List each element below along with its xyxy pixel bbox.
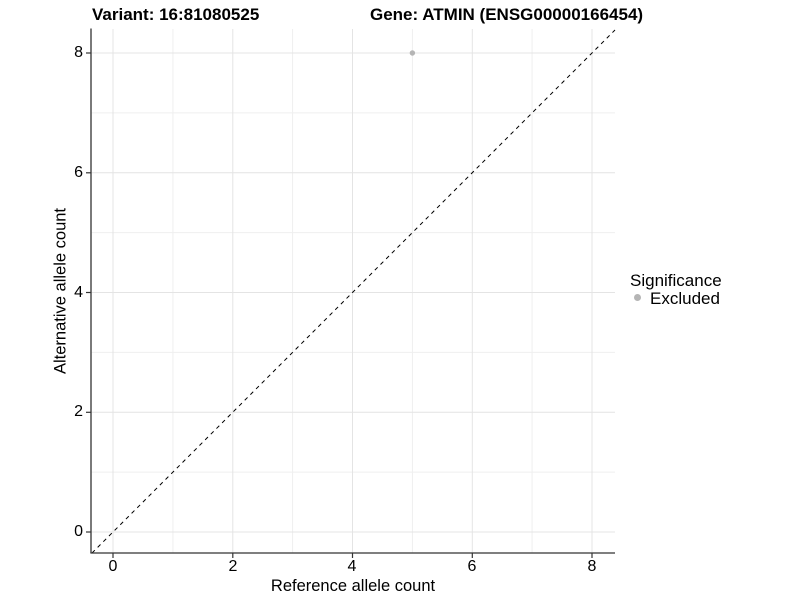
legend-marker-circle-icon <box>634 294 641 301</box>
y-axis-title: Alternative allele count <box>51 207 70 375</box>
x-tick-label-6: 6 <box>467 558 477 575</box>
identity-dashed-line <box>91 29 616 554</box>
x-tick-label-8: 8 <box>587 558 597 575</box>
legend-title: Significance <box>630 271 722 290</box>
grid-major <box>91 29 615 553</box>
title-variant: Variant: 16:81080525 <box>92 5 260 24</box>
y-tick-label-2: 2 <box>74 403 83 421</box>
title-gene: Gene: ATMIN (ENSG00000166454) <box>370 5 644 24</box>
x-tick-label-2: 2 <box>228 558 238 575</box>
y-tick-label-8: 8 <box>74 44 83 61</box>
axis-tick-marks <box>86 52 593 558</box>
y-tick-label-0: 0 <box>74 523 83 540</box>
y-tick-label-6: 6 <box>74 163 83 181</box>
y-tick-label-4: 4 <box>74 283 83 301</box>
data-point-excluded <box>409 50 416 56</box>
x-tick-label-0: 0 <box>108 558 118 575</box>
legend-item-label: Excluded <box>650 289 720 308</box>
x-axis-title: Reference allele count <box>270 577 436 595</box>
x-tick-label-4: 4 <box>347 558 357 575</box>
